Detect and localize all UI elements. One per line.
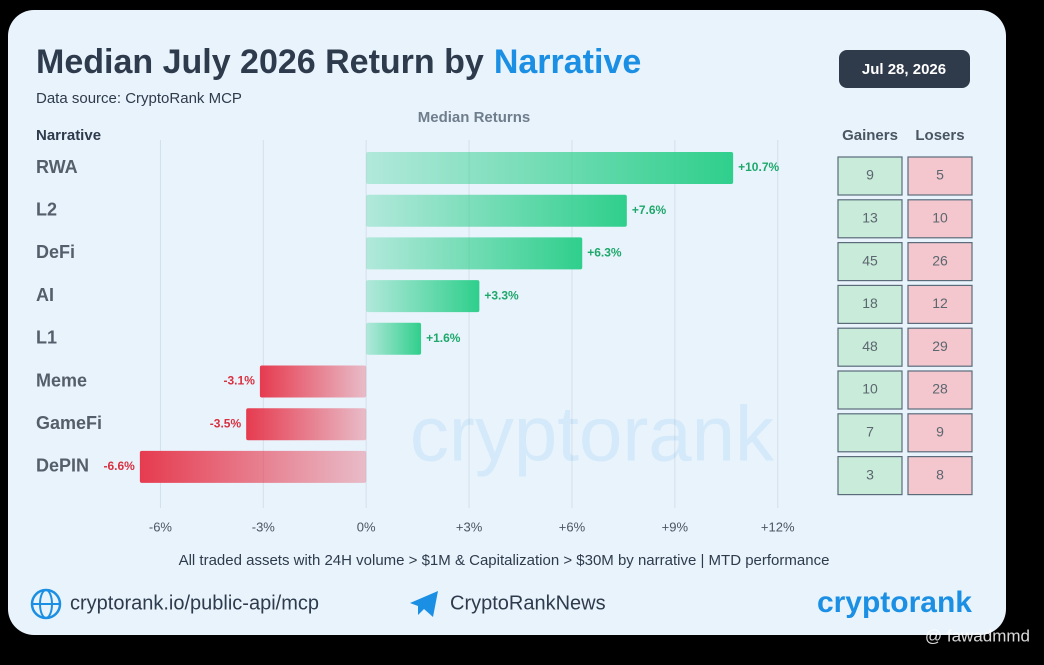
category-label: AI bbox=[36, 285, 54, 305]
losers-cell bbox=[907, 370, 973, 410]
date-badge bbox=[839, 50, 970, 88]
brand-logo: cryptorank bbox=[817, 586, 972, 619]
watermark-logo: cryptorank bbox=[410, 390, 775, 478]
gainers-count: 18 bbox=[862, 295, 878, 311]
gainers-cell bbox=[837, 456, 903, 496]
value-header: Median Returns bbox=[418, 109, 531, 126]
footer-channel: CryptoRankNews bbox=[450, 592, 606, 614]
losers-cell bbox=[907, 327, 973, 367]
x-tick-label: +3% bbox=[456, 519, 483, 534]
x-tick-label: +9% bbox=[662, 519, 689, 534]
x-tick-label: -6% bbox=[149, 519, 173, 534]
bar bbox=[366, 280, 480, 313]
bar bbox=[246, 408, 367, 441]
category-label: Meme bbox=[36, 370, 87, 390]
watermark: @ fawadmmd bbox=[925, 626, 1030, 645]
gainers-count: 48 bbox=[862, 338, 878, 354]
losers-cell bbox=[907, 456, 973, 496]
x-tick-label: -3% bbox=[252, 519, 276, 534]
gainers-count: 3 bbox=[866, 466, 874, 482]
gainers-count: 10 bbox=[862, 381, 878, 397]
gainers-count: 45 bbox=[862, 252, 878, 268]
category-label: RWA bbox=[36, 157, 78, 177]
losers-cell bbox=[907, 156, 973, 196]
value-label: +1.6% bbox=[426, 331, 461, 345]
bar bbox=[139, 450, 367, 483]
value-label: +3.3% bbox=[484, 288, 519, 302]
losers-count: 28 bbox=[932, 381, 948, 397]
category-header: Narrative bbox=[36, 127, 101, 144]
value-label: +6.3% bbox=[587, 246, 622, 260]
category-label: L2 bbox=[36, 199, 57, 219]
losers-header: Losers bbox=[915, 127, 964, 144]
losers-cell bbox=[907, 413, 973, 453]
losers-cell bbox=[907, 284, 973, 324]
footer-link: cryptorank.io/public-api/mcp bbox=[70, 592, 319, 614]
value-label: +10.7% bbox=[738, 160, 779, 174]
losers-count: 12 bbox=[932, 295, 948, 311]
category-label: DeFi bbox=[36, 242, 75, 262]
subtitle: Data source: CryptoRank MCP bbox=[36, 90, 242, 107]
losers-cell bbox=[907, 242, 973, 282]
gainers-cell bbox=[837, 199, 903, 239]
losers-count: 26 bbox=[932, 252, 948, 268]
gainers-count: 9 bbox=[866, 167, 874, 183]
value-label: +7.6% bbox=[632, 203, 667, 217]
gainers-cell bbox=[837, 284, 903, 324]
bar bbox=[366, 237, 583, 270]
losers-count: 9 bbox=[936, 424, 944, 440]
bar bbox=[259, 365, 367, 398]
title-main: Median July 2026 Return by bbox=[36, 43, 484, 81]
category-label: DePIN bbox=[36, 456, 89, 476]
value-label: -3.1% bbox=[224, 374, 256, 388]
x-tick-label: +12% bbox=[761, 519, 795, 534]
losers-count: 5 bbox=[936, 167, 944, 183]
chart-title: Median July 2026 Return by Narrative bbox=[36, 43, 641, 81]
bar bbox=[366, 322, 422, 355]
x-tick-label: +6% bbox=[559, 519, 586, 534]
category-label: GameFi bbox=[36, 413, 102, 433]
gainers-count: 13 bbox=[862, 210, 878, 226]
losers-cell bbox=[907, 199, 973, 239]
x-tick-label: 0% bbox=[357, 519, 376, 534]
value-label: -6.6% bbox=[103, 459, 135, 473]
losers-count: 8 bbox=[936, 466, 944, 482]
gainers-count: 7 bbox=[866, 424, 874, 440]
footnote: All traded assets with 24H volume > $1M … bbox=[179, 552, 830, 569]
value-label: -3.5% bbox=[210, 416, 242, 430]
gainers-cell bbox=[837, 370, 903, 410]
gainers-cell bbox=[837, 156, 903, 196]
bar bbox=[366, 152, 734, 184]
title-highlight: Narrative bbox=[494, 43, 641, 81]
telegram-icon bbox=[410, 591, 438, 617]
bar bbox=[366, 194, 627, 227]
gainers-header: Gainers bbox=[842, 127, 898, 144]
gainers-cell bbox=[837, 413, 903, 453]
gainers-cell bbox=[837, 242, 903, 282]
losers-count: 29 bbox=[932, 338, 948, 354]
gainers-cell bbox=[837, 327, 903, 367]
date: Jul 28, 2026 bbox=[862, 61, 946, 78]
losers-count: 10 bbox=[932, 210, 948, 226]
category-label: L1 bbox=[36, 328, 57, 348]
